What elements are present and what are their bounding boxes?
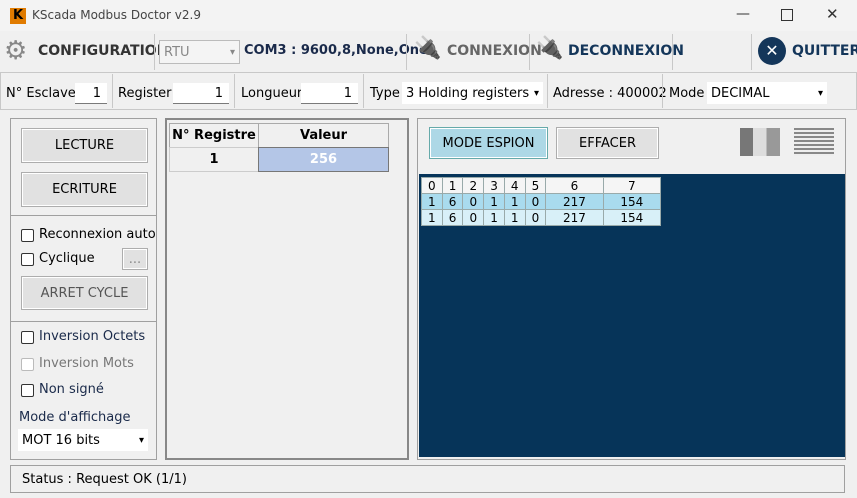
table-header: Valeur xyxy=(258,123,389,148)
checkbox[interactable] xyxy=(21,358,34,371)
slave-label: N° Esclave xyxy=(6,86,76,101)
status-text: Status : Request OK (1/1) xyxy=(22,472,187,487)
spy-cell: 0 xyxy=(524,193,547,210)
port-settings: COM3 : 9600,8,None,One xyxy=(244,43,428,58)
spy-cell: 0 xyxy=(462,209,485,226)
spy-cell: 2 xyxy=(462,177,485,194)
spy-cell: 1 xyxy=(441,177,464,194)
reconnexion-label: Reconnexion auto xyxy=(39,227,156,242)
length-label: Longueur xyxy=(241,86,303,101)
table-cell[interactable]: 256 xyxy=(258,147,389,172)
register-label: Register xyxy=(118,86,172,101)
arret-button[interactable]: ARRET CYCLE xyxy=(21,276,148,310)
minimize[interactable]: — xyxy=(736,6,750,22)
spy-cell: 1 xyxy=(483,193,505,210)
ecriture-button[interactable]: ECRITURE xyxy=(21,172,148,207)
spy-row: 1 6 0 1 1 0 217 154 xyxy=(421,209,662,226)
spy-cell: 0 xyxy=(421,177,443,194)
spy-cell: 0 xyxy=(524,209,547,226)
deconnexion-button[interactable]: DECONNEXION xyxy=(568,43,684,59)
length-input[interactable]: 1 xyxy=(301,83,358,104)
effacer-button[interactable]: EFFACER xyxy=(556,127,659,159)
cyclique-label: Cyclique xyxy=(39,251,95,266)
title-bar xyxy=(0,0,857,31)
spy-row: 1 6 0 1 1 0 217 154 xyxy=(421,193,662,210)
mode-espion-button[interactable]: MODE ESPION xyxy=(429,127,548,159)
window-title: KScada Modbus Doctor v2.9 xyxy=(32,8,201,22)
spy-cell: 3 xyxy=(483,177,505,194)
spy-cell: 6 xyxy=(545,177,604,194)
us-flag[interactable] xyxy=(794,128,834,156)
connexion-button[interactable]: CONNEXION xyxy=(447,43,542,59)
inversion-octets-label: Inversion Octets xyxy=(39,329,146,344)
app-icon: K xyxy=(10,8,26,24)
configuration-button[interactable]: CONFIGURATION xyxy=(38,43,169,59)
checkbox[interactable] xyxy=(21,384,34,397)
gear-icon: ⚙ xyxy=(4,36,28,66)
quitter-button[interactable]: QUITTER xyxy=(792,43,857,59)
spy-panel xyxy=(417,118,846,460)
spy-cell: 154 xyxy=(602,209,662,226)
status-bar xyxy=(10,465,845,493)
spy-cell: 217 xyxy=(545,193,604,210)
french-flag[interactable] xyxy=(740,128,780,156)
checkbox[interactable] xyxy=(21,331,34,344)
lecture-button[interactable]: LECTURE xyxy=(21,128,148,163)
maximize[interactable] xyxy=(781,9,793,21)
table-cell: 1 xyxy=(169,147,259,172)
spy-cell: 6 xyxy=(441,193,464,210)
spy-cell: 7 xyxy=(602,177,662,194)
dots-button[interactable]: ... xyxy=(122,248,148,270)
spy-cell: 0 xyxy=(462,193,485,210)
spy-area: 0 1 2 3 4 5 6 7 1 6 0 1 1 0 217 154 1 6 0 1 1 0 217 154 xyxy=(419,174,845,457)
connect-icon: 🔌 xyxy=(414,36,442,61)
disconnect-icon: 🔌 xyxy=(536,36,564,61)
mode-combo[interactable]: DECIMAL xyxy=(707,82,827,104)
left-panel xyxy=(10,118,157,460)
spy-cell: 217 xyxy=(545,209,604,226)
spy-cell: 154 xyxy=(602,193,662,210)
protocol-combo[interactable]: RTU xyxy=(159,40,240,64)
spy-cell: 1 xyxy=(421,209,443,226)
type-label: Type xyxy=(370,86,400,101)
quit-icon: ✕ xyxy=(758,37,786,65)
mode-label: Mode xyxy=(669,86,705,101)
mode-affichage-label: Mode d'affichage xyxy=(19,410,131,425)
spy-cell: 1 xyxy=(503,193,526,210)
inversion-mots-label: Inversion Mots xyxy=(39,356,134,371)
spy-cell: 1 xyxy=(503,209,526,226)
checkbox[interactable] xyxy=(21,253,34,266)
spy-cell: 4 xyxy=(503,177,526,194)
spy-table: 0 1 2 3 4 5 6 7 1 6 0 1 1 0 217 154 1 6 0 1 1 0 217 154 xyxy=(421,177,662,226)
checkbox[interactable] xyxy=(21,229,34,242)
non-signe-label: Non signé xyxy=(39,382,104,397)
spy-cell: 1 xyxy=(483,209,505,226)
address: Adresse : 400002 xyxy=(553,86,667,101)
type-combo[interactable]: 3 Holding registers xyxy=(402,82,543,104)
spy-cell: 6 xyxy=(441,209,464,226)
close[interactable]: ✕ xyxy=(826,5,839,23)
spy-cell: 5 xyxy=(524,177,547,194)
register-input[interactable]: 1 xyxy=(173,83,229,104)
registers-panel xyxy=(165,118,409,460)
slave-input[interactable]: 1 xyxy=(75,83,107,104)
spy-cell: 1 xyxy=(421,193,443,210)
table-header: N° Registre xyxy=(169,123,259,148)
mode-affichage-combo[interactable]: MOT 16 bits xyxy=(18,429,148,451)
